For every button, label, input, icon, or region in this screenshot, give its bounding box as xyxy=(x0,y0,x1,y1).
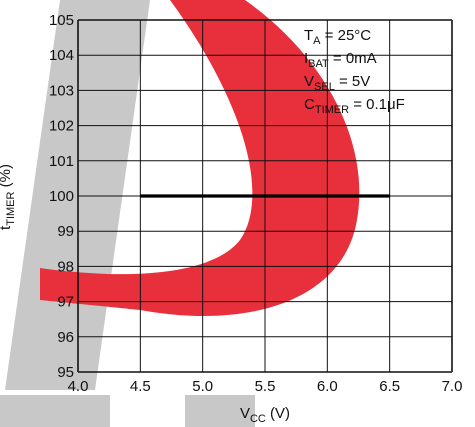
conditions-annotation: TA = 25°C IBAT = 0mA VSEL = 5V CTIMER = 0.1… xyxy=(304,27,405,116)
tick-labels: 4.0 4.5 5.0 5.5 6.0 6.5 7.0 95 96 97 98 99 100 101 102… xyxy=(49,12,462,395)
y-tick-label: 99 xyxy=(57,223,74,240)
x-tick-label: 5.0 xyxy=(192,378,213,395)
x-tick-label: 6.0 xyxy=(317,378,338,395)
x-tick-label: 7.0 xyxy=(442,378,463,395)
x-tick-label: 6.5 xyxy=(379,378,400,395)
y-tick-label: 103 xyxy=(49,82,74,99)
y-tick-label: 95 xyxy=(57,364,74,381)
y-tick-label: 98 xyxy=(57,258,74,275)
x-tick-label: 4.0 xyxy=(68,378,89,395)
y-tick-label: 101 xyxy=(49,153,74,170)
y-tick-label: 104 xyxy=(49,47,74,64)
condition-line: CTIMER = 0.1μF xyxy=(304,96,405,116)
y-tick-label: 96 xyxy=(57,329,74,346)
x-tick-label: 4.5 xyxy=(130,378,151,395)
watermark-gray-block-left xyxy=(0,395,110,427)
condition-line: IBAT = 0mA xyxy=(304,50,377,70)
y-tick-label: 105 xyxy=(49,12,74,29)
y-tick-label: 102 xyxy=(49,118,74,135)
x-tick-label: 5.5 xyxy=(255,378,276,395)
watermark-red-swoosh xyxy=(40,0,360,317)
watermark-gray-block-mid xyxy=(185,395,255,427)
x-axis-label: VCC (V) xyxy=(240,405,290,425)
condition-line: VSEL = 5V xyxy=(304,73,370,93)
y-tick-label: 100 xyxy=(49,188,74,205)
y-axis-label: tTIMER (%) xyxy=(0,164,17,230)
y-tick-label: 97 xyxy=(57,294,74,311)
condition-line: TA = 25°C xyxy=(304,27,371,47)
